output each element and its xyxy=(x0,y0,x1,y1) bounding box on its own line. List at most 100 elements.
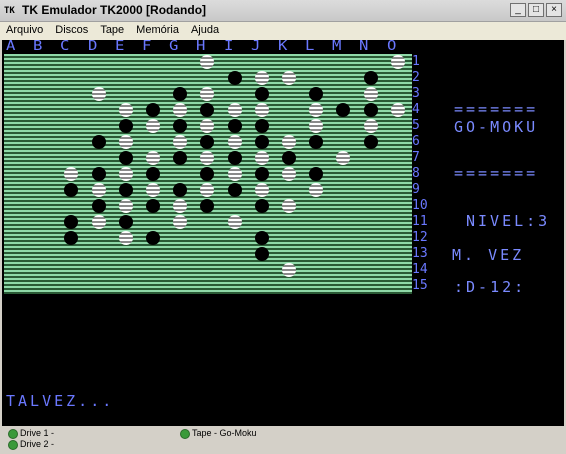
white-stone xyxy=(200,119,215,133)
white-stone xyxy=(118,231,133,245)
black-stone xyxy=(173,119,188,133)
row-number: 6 xyxy=(412,134,420,149)
menu-memoria[interactable]: Memória xyxy=(136,24,179,36)
black-stone xyxy=(336,103,351,117)
drive1-led-icon xyxy=(8,428,18,439)
black-stone xyxy=(254,231,269,245)
white-stone xyxy=(282,135,296,149)
row-number: 11 xyxy=(412,214,428,229)
white-stone xyxy=(173,135,188,149)
menu-ajuda[interactable]: Ajuda xyxy=(190,24,220,36)
menu-arquivo[interactable]: Arquivo xyxy=(6,24,44,36)
black-stone xyxy=(254,87,269,101)
menu-discos[interactable]: Discos xyxy=(55,24,89,36)
white-stone xyxy=(118,103,133,117)
black-stone xyxy=(146,167,160,181)
white-stone xyxy=(363,87,378,101)
black-stone xyxy=(91,167,106,181)
black-stone xyxy=(173,151,188,165)
black-stone xyxy=(227,71,242,85)
black-stone xyxy=(173,87,188,101)
drive2-status: Drive 2 - xyxy=(8,439,54,450)
black-stone xyxy=(254,247,269,261)
status-message: TALVEZ... xyxy=(6,392,115,410)
divider-top: ======= xyxy=(454,100,539,118)
column-letter: M xyxy=(332,40,342,54)
window-controls: _ □ × xyxy=(510,3,562,17)
white-stone xyxy=(118,167,133,181)
white-stone xyxy=(282,167,296,181)
white-stone xyxy=(227,135,242,149)
menu-tape[interactable]: Tape xyxy=(100,24,125,36)
row-number: 3 xyxy=(412,86,420,101)
column-letter: E xyxy=(114,40,125,54)
white-stone xyxy=(309,103,324,117)
white-stone xyxy=(309,119,324,133)
black-stone xyxy=(282,151,296,165)
white-stone xyxy=(227,103,242,117)
white-stone xyxy=(227,215,242,229)
black-stone xyxy=(254,199,269,213)
black-stone xyxy=(173,183,188,197)
black-stone xyxy=(227,183,242,197)
white-stone xyxy=(282,199,296,213)
column-letter: I xyxy=(223,40,233,54)
column-letter: H xyxy=(196,40,206,54)
white-stone xyxy=(309,183,324,197)
row-number: 13 xyxy=(412,246,428,261)
black-stone xyxy=(200,167,215,181)
white-stone xyxy=(200,183,215,197)
move-label: :D-12: xyxy=(454,278,527,296)
white-stone xyxy=(200,55,215,69)
black-stone xyxy=(227,119,242,133)
tape-label: Tape - Go-Moku xyxy=(192,428,257,438)
column-letter: K xyxy=(277,40,288,54)
row-number: 14 xyxy=(412,262,428,277)
white-stone xyxy=(282,263,296,277)
black-stone xyxy=(200,199,215,213)
close-button[interactable]: × xyxy=(546,3,562,17)
black-stone xyxy=(200,135,215,149)
status-bar: Drive 1 - Drive 2 - Tape - Go-Moku xyxy=(0,426,566,454)
row-number: 2 xyxy=(412,70,420,85)
black-stone xyxy=(200,103,215,117)
row-number: 8 xyxy=(412,166,420,181)
window-title: TK Emulador TK2000 [Rodando] xyxy=(22,3,207,17)
black-stone xyxy=(64,183,79,197)
black-stone xyxy=(254,135,269,149)
white-stone xyxy=(363,119,378,133)
black-stone xyxy=(363,103,378,117)
black-stone xyxy=(118,183,133,197)
row-number: 15 xyxy=(412,278,428,293)
white-stone xyxy=(282,71,296,85)
drive2-label: Drive 2 - xyxy=(20,439,55,449)
white-stone xyxy=(254,71,269,85)
white-stone xyxy=(118,199,133,213)
white-stone xyxy=(173,103,188,117)
black-stone xyxy=(118,151,133,165)
tape-status: Tape - Go-Moku xyxy=(180,428,257,439)
white-stone xyxy=(390,103,405,117)
row-number: 5 xyxy=(412,118,420,133)
row-number: 10 xyxy=(412,198,428,213)
divider-bottom: ======= xyxy=(454,164,539,182)
column-letter: J xyxy=(250,40,261,54)
black-stone xyxy=(309,167,324,181)
white-stone xyxy=(254,103,269,117)
row-number: 4 xyxy=(412,102,420,117)
black-stone xyxy=(309,87,324,101)
black-stone xyxy=(118,119,133,133)
white-stone xyxy=(91,183,106,197)
level-label: NIVEL:3 xyxy=(466,212,551,230)
black-stone xyxy=(146,231,160,245)
white-stone xyxy=(254,151,269,165)
minimize-button[interactable]: _ xyxy=(510,3,526,17)
column-letter: G xyxy=(169,40,179,54)
white-stone xyxy=(91,215,106,229)
white-stone xyxy=(64,167,79,181)
black-stone xyxy=(91,199,106,213)
white-stone xyxy=(91,87,106,101)
title-bar: TK TK Emulador TK2000 [Rodando] _ □ × xyxy=(0,0,566,22)
maximize-button[interactable]: □ xyxy=(528,3,544,17)
